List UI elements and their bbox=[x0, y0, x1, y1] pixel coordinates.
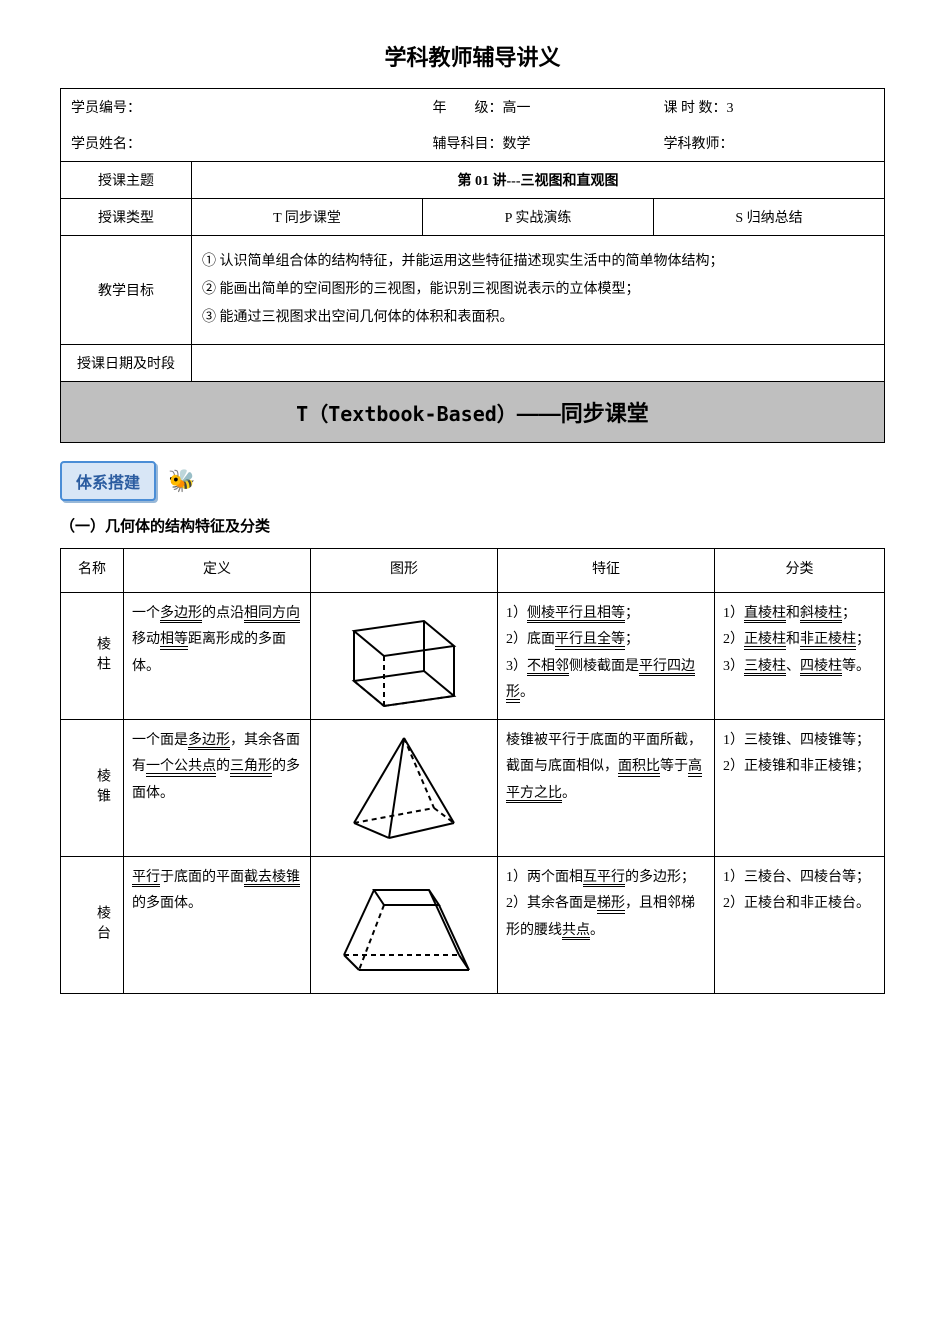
feat-frustum: 1）两个面相互平行的多边形； 2）其余各面是梯形，且相邻梯形的腰线共点。 bbox=[498, 856, 715, 993]
goal-1: ① 认识简单组合体的结构特征，并能运用这些特征描述现实生活中的简单物体结构； bbox=[202, 248, 874, 276]
feat-prism: 1）侧棱平行且相等； 2）底面平行且全等； 3）不相邻侧棱截面是平行四边形。 bbox=[498, 592, 715, 719]
def-pyramid: 一个面是多边形，其余各面有一个公共点的三角形的多面体。 bbox=[124, 719, 311, 856]
def-frustum: 平行于底面的平面截去棱锥的多面体。 bbox=[124, 856, 311, 993]
row-pyramid: 棱锥 一个面是多边形，其余各面有一个公共点的三角形的多面体。 棱锥被平行于底面的… bbox=[61, 719, 885, 856]
goal-2: ② 能画出简单的空间图形的三视图，能识别三视图说表示的立体模型； bbox=[202, 276, 874, 304]
type-t: T 同步课堂 bbox=[192, 199, 423, 236]
th-feat: 特征 bbox=[498, 549, 715, 593]
th-def: 定义 bbox=[124, 549, 311, 593]
type-s: S 归纳总结 bbox=[654, 199, 885, 236]
teacher-label: 学科教师： bbox=[654, 125, 885, 162]
date-label: 授课日期及时段 bbox=[61, 345, 192, 382]
badge: 体系搭建 bbox=[60, 461, 156, 501]
row-prism: 棱柱 一个多边形的点沿相同方向移动相等距离形成的多面体。 1）侧棱平行且相等； bbox=[61, 592, 885, 719]
feat-pyramid: 棱锥被平行于底面的平面所截，截面与底面相似，面积比等于高平方之比。 bbox=[498, 719, 715, 856]
banner-prefix: T（Textbook-Based） bbox=[296, 402, 517, 426]
type-label: 授课类型 bbox=[61, 199, 192, 236]
goal-cell: ① 认识简单组合体的结构特征，并能运用这些特征描述现实生活中的简单物体结构； ②… bbox=[192, 236, 885, 345]
shape-pyramid bbox=[311, 719, 498, 856]
student-name-label: 学员姓名： bbox=[61, 125, 423, 162]
shape-prism bbox=[311, 592, 498, 719]
subject-label: 辅导科目：数学 bbox=[423, 125, 654, 162]
meta-table: 学员编号： 年 级：高一 课 时 数：3 学员姓名： 辅导科目：数学 学科教师：… bbox=[60, 88, 885, 382]
name-pyramid: 棱锥 bbox=[61, 719, 124, 856]
pyramid-icon bbox=[334, 728, 474, 848]
date-value bbox=[192, 345, 885, 382]
section-banner: T（Textbook-Based）——同步课堂 bbox=[60, 382, 885, 443]
prism-icon bbox=[334, 601, 474, 711]
name-prism: 棱柱 bbox=[61, 592, 124, 719]
badge-row: 体系搭建 🐝 bbox=[60, 461, 885, 501]
frustum-icon bbox=[329, 865, 479, 985]
topic-label: 授课主题 bbox=[61, 162, 192, 199]
content-table: 名称 定义 图形 特征 分类 棱柱 一个多边形的点沿相同方向移动相等距离形成的多… bbox=[60, 548, 885, 994]
cls-frustum: 1）三棱台、四棱台等； 2）正棱台和非正棱台。 bbox=[715, 856, 885, 993]
name-frustum: 棱台 bbox=[61, 856, 124, 993]
th-cls: 分类 bbox=[715, 549, 885, 593]
doc-title: 学科教师辅导讲义 bbox=[60, 40, 885, 72]
cls-prism: 1）直棱柱和斜棱柱； 2）正棱柱和非正棱柱； 3）三棱柱、四棱柱等。 bbox=[715, 592, 885, 719]
grade-label: 年 级：高一 bbox=[423, 89, 654, 126]
th-name: 名称 bbox=[61, 549, 124, 593]
type-p: P 实战演练 bbox=[423, 199, 654, 236]
th-shape: 图形 bbox=[311, 549, 498, 593]
goal-3: ③ 能通过三视图求出空间几何体的体积和表面积。 bbox=[202, 304, 874, 332]
topic-value: 第 01 讲---三视图和直观图 bbox=[192, 162, 885, 199]
subheading: （一）几何体的结构特征及分类 bbox=[60, 515, 885, 536]
row-frustum: 棱台 平行于底面的平面截去棱锥的多面体。 1）两个面相互平行的多 bbox=[61, 856, 885, 993]
student-no-label: 学员编号： bbox=[61, 89, 423, 126]
banner-suffix: ——同步课堂 bbox=[517, 401, 649, 426]
hours-label: 课 时 数：3 bbox=[654, 89, 885, 126]
goal-label: 教学目标 bbox=[61, 236, 192, 345]
bee-icon: 🐝 bbox=[168, 468, 195, 494]
cls-pyramid: 1）三棱锥、四棱锥等； 2）正棱锥和非正棱锥； bbox=[715, 719, 885, 856]
def-prism: 一个多边形的点沿相同方向移动相等距离形成的多面体。 bbox=[124, 592, 311, 719]
shape-frustum bbox=[311, 856, 498, 993]
